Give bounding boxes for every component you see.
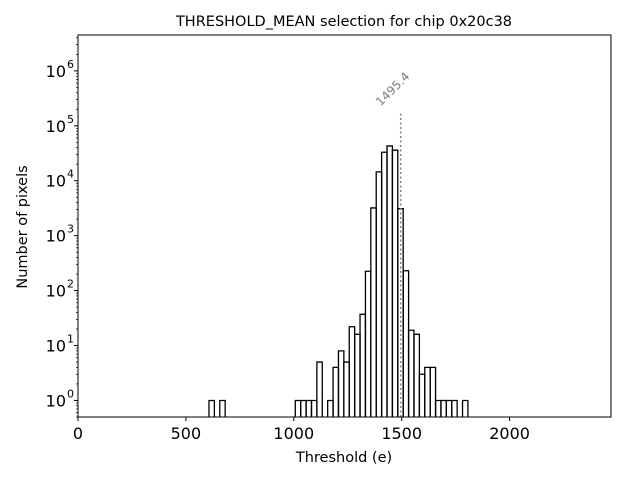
histogram-bin xyxy=(380,151,388,417)
histogram-bin xyxy=(445,399,453,417)
y-tick-label: 10 xyxy=(46,117,66,136)
y-tick-label: 10 xyxy=(46,62,66,81)
y-tick-label: 10 xyxy=(46,282,66,301)
histogram-bin xyxy=(332,366,340,417)
x-tick-label: 500 xyxy=(171,424,202,443)
histogram-bin xyxy=(386,145,394,417)
histogram-bin xyxy=(434,399,442,417)
histogram-bin xyxy=(375,171,383,417)
x-tick-label: 2000 xyxy=(489,424,530,443)
histogram-bin xyxy=(451,399,458,417)
histogram-bin xyxy=(461,399,469,417)
threshold-mean-label: 1495.4 xyxy=(373,69,413,109)
histogram-bin xyxy=(300,399,307,417)
histogram-bin xyxy=(219,399,226,417)
histogram-bin xyxy=(327,399,334,417)
y-tick-exponent: 1 xyxy=(67,333,74,346)
histogram-bin xyxy=(391,149,399,417)
histogram-bin xyxy=(359,313,367,417)
x-tick-label: 0 xyxy=(73,424,83,443)
y-tick-label: 10 xyxy=(46,391,66,410)
chart-title: THRESHOLD_MEAN selection for chip 0x20c3… xyxy=(175,14,512,30)
histogram-bin xyxy=(343,361,350,417)
histogram-bin xyxy=(440,399,448,417)
histogram-bin xyxy=(418,373,426,417)
histogram-bin xyxy=(424,366,431,417)
histogram-bin xyxy=(402,270,410,417)
histogram-bin xyxy=(208,399,216,417)
x-tick-label: 1000 xyxy=(273,424,314,443)
histogram-bin xyxy=(305,399,313,417)
y-tick-label: 10 xyxy=(46,227,66,246)
x-tick-label: 1500 xyxy=(381,424,422,443)
histogram-bin xyxy=(353,333,361,417)
y-tick-exponent: 0 xyxy=(67,387,74,400)
histogram-bin xyxy=(370,207,377,417)
axes-frame xyxy=(77,34,612,418)
y-tick-exponent: 6 xyxy=(67,58,74,71)
y-tick-exponent: 2 xyxy=(67,278,74,291)
y-tick-label: 10 xyxy=(46,337,66,356)
x-axis-label: Threshold (e) xyxy=(295,450,392,466)
histogram-bin xyxy=(429,366,437,417)
y-axis-label: Number of pixels xyxy=(15,165,31,288)
histogram-bin xyxy=(407,329,415,417)
histogram-bin xyxy=(413,333,421,417)
histogram-bin xyxy=(337,350,345,417)
y-tick-exponent: 4 xyxy=(67,168,74,181)
histogram-bin xyxy=(294,399,302,417)
histogram-bin xyxy=(364,270,372,417)
y-tick-label: 10 xyxy=(46,172,66,191)
histogram-bin xyxy=(316,361,323,417)
y-tick-exponent: 5 xyxy=(67,113,74,126)
histogram-bin xyxy=(348,326,356,417)
y-tick-exponent: 3 xyxy=(67,223,74,236)
histogram-bin xyxy=(310,399,318,417)
